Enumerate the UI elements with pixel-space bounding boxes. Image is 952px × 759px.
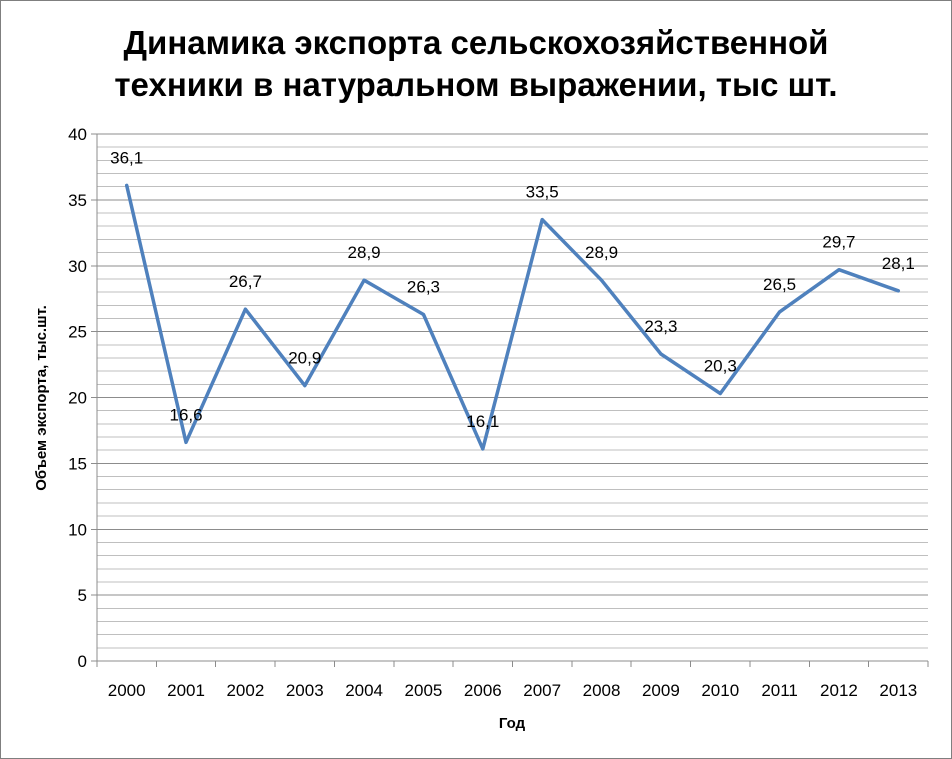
- x-tick-label: 2012: [820, 681, 858, 700]
- y-tick-label: 10: [68, 520, 87, 539]
- data-labels: 36,1 16,6 26,7 20,9 28,9 26,3 16,1 33,5 28,9 23,3…: [110, 148, 915, 431]
- data-point: [125, 183, 129, 187]
- x-tick-label: 2008: [583, 681, 621, 700]
- y-tick-label: 35: [68, 191, 87, 210]
- data-point: [540, 218, 544, 222]
- data-point: [481, 447, 485, 451]
- data-label: 16,1: [466, 412, 499, 431]
- data-label: 20,3: [704, 357, 737, 376]
- data-label: 26,3: [407, 277, 440, 296]
- x-tick-label: 2006: [464, 681, 502, 700]
- x-tick-label: 2003: [286, 681, 324, 700]
- data-label: 23,3: [644, 317, 677, 336]
- data-point: [718, 392, 722, 396]
- data-point: [896, 289, 900, 293]
- data-point: [659, 352, 663, 356]
- chart-title-line-2: техники в натуральном выражении, тыс шт.: [114, 66, 838, 103]
- data-point: [837, 268, 841, 272]
- data-label: 26,5: [763, 275, 796, 294]
- chart-title: Динамика экспорта сельскохозяйственной т…: [0, 22, 952, 106]
- y-tick-label: 15: [68, 454, 87, 473]
- data-label: 26,7: [229, 272, 262, 291]
- series-line: [124, 183, 901, 451]
- x-tick-label: 2011: [761, 681, 798, 700]
- data-point: [600, 278, 604, 282]
- y-tick-label: 0: [78, 652, 87, 671]
- data-label: 28,9: [348, 243, 381, 262]
- x-tick-labels: 2000 2001 2002 2003 2004 2005 2006 2007 2008 2009…: [108, 681, 917, 700]
- gridlines: [97, 133, 928, 649]
- y-tick-label: 20: [68, 389, 87, 408]
- x-tick-label: 2004: [345, 681, 383, 700]
- data-point: [778, 310, 782, 314]
- chart-title-line-1: Динамика экспорта сельскохозяйственной: [123, 24, 829, 61]
- y-tick-label: 30: [68, 257, 87, 276]
- data-label: 36,1: [110, 148, 143, 167]
- series-line-group: [124, 183, 901, 451]
- y-tick-label: 5: [78, 586, 87, 605]
- x-tick-label: 2005: [405, 681, 443, 700]
- x-tick-label: 2002: [226, 681, 264, 700]
- data-label: 33,5: [526, 183, 559, 202]
- y-tick-label: 40: [68, 125, 87, 144]
- x-tick-label: 2007: [523, 681, 561, 700]
- y-tick-label: 25: [68, 323, 87, 342]
- data-label: 20,9: [288, 349, 321, 368]
- x-tick-label: 2013: [879, 681, 917, 700]
- data-point: [303, 384, 307, 388]
- data-label: 28,9: [585, 243, 618, 262]
- x-axis-label: Год: [499, 715, 526, 732]
- x-tick-label: 2000: [108, 681, 146, 700]
- data-label: 16,6: [169, 405, 202, 424]
- y-tick-labels: 0 5 10 15 20 25 30 35 40: [68, 125, 87, 671]
- y-axis-label: Объем экспорта, тыс.шт.: [33, 305, 50, 491]
- data-label: 29,7: [822, 233, 855, 252]
- data-point: [243, 307, 247, 311]
- axes: [91, 133, 929, 667]
- data-point: [421, 312, 425, 316]
- x-tick-label: 2001: [167, 681, 205, 700]
- data-point: [184, 440, 188, 444]
- x-tick-label: 2009: [642, 681, 680, 700]
- data-point: [362, 278, 366, 282]
- x-tick-label: 2010: [701, 681, 739, 700]
- data-label: 28,1: [882, 254, 915, 273]
